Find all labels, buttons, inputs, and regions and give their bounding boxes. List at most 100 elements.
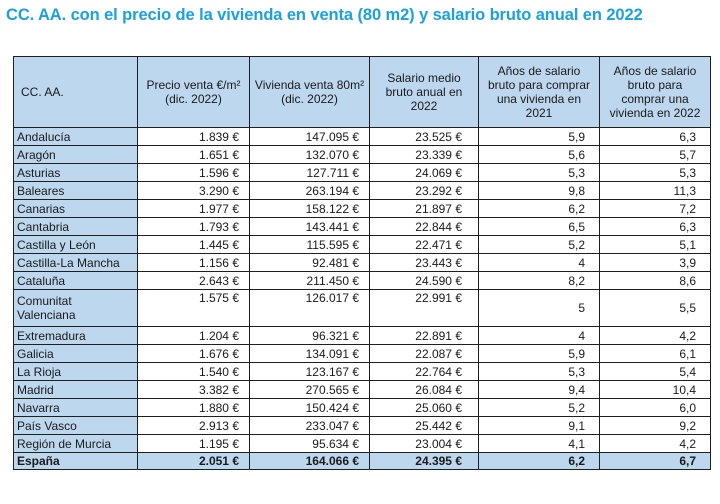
anos-2021-cell: 4 <box>478 326 600 345</box>
vivienda-80m2-cell: 123.167 € <box>249 362 370 381</box>
salario-cell: 24.590 € <box>369 271 479 290</box>
anos-2021-cell: 5,3 <box>478 163 600 182</box>
header-ccaa: CC. AA. <box>13 56 138 128</box>
vivienda-80m2-cell: 132.070 € <box>249 145 370 164</box>
precio-m2-cell: 1.880 € <box>137 398 250 417</box>
housing-table: CC. AA. Precio venta €/m² (dic. 2022) Vi… <box>13 56 711 470</box>
anos-2022-cell: 11,3 <box>599 181 711 200</box>
precio-m2-cell: 1.651 € <box>137 145 250 164</box>
vivienda-80m2-cell: 126.017 € <box>249 289 370 327</box>
region-name: Galicia <box>13 344 138 363</box>
salario-cell: 22.844 € <box>369 217 479 236</box>
region-name: Asturias <box>13 163 138 182</box>
vivienda-80m2-cell: 92.481 € <box>249 253 370 272</box>
anos-2021-cell: 6,2 <box>478 452 600 470</box>
salario-cell: 23.443 € <box>369 253 479 272</box>
region-name: La Rioja <box>13 362 138 381</box>
vivienda-80m2-cell: 158.122 € <box>249 199 370 218</box>
total-row: España 2.051 €164.066 €24.395 €6,2 6,7 <box>13 452 711 470</box>
salario-cell: 22.891 € <box>369 326 479 345</box>
precio-m2-cell: 1.575 € <box>137 289 250 327</box>
anos-2022-cell: 7,2 <box>599 199 711 218</box>
anos-2021-cell: 6,5 <box>478 217 600 236</box>
anos-2021-cell: 5,9 <box>478 127 600 146</box>
table-row: Canarias 1.977 €158.122 €21.897 €6,2 7,2 <box>13 199 711 218</box>
vivienda-80m2-cell: 263.194 € <box>249 181 370 200</box>
salario-cell: 22.087 € <box>369 344 479 363</box>
header-precio-m2: Precio venta €/m² (dic. 2022) <box>137 56 250 128</box>
header-vivienda-80m2: Vivienda venta 80m² (dic. 2022) <box>249 56 370 128</box>
vivienda-80m2-cell: 233.047 € <box>249 416 370 435</box>
salario-cell: 22.471 € <box>369 235 479 254</box>
anos-2021-cell: 5,9 <box>478 344 600 363</box>
table-row: Madrid 3.382 €270.565 €26.084 €9,4 10,4 <box>13 380 711 399</box>
region-name: Comunitat Valenciana <box>13 289 138 327</box>
anos-2022-cell: 5,1 <box>599 235 711 254</box>
table-row: La Rioja 1.540 €123.167 €22.764 €5,3 5,4 <box>13 362 711 381</box>
anos-2021-cell: 4 <box>478 253 600 272</box>
table-row: Región de Murcia 1.195 €95.634 €23.004 €4… <box>13 434 711 453</box>
table-row: Aragón 1.651 €132.070 €23.339 €5,6 5,7 <box>13 145 711 164</box>
region-name: Castilla-La Mancha <box>13 253 138 272</box>
table-row: Cantabria 1.793 €143.441 €22.844 €6,5 6,3 <box>13 217 711 236</box>
anos-2021-cell: 6,2 <box>478 199 600 218</box>
salario-cell: 22.991 € <box>369 289 479 327</box>
precio-m2-cell: 3.382 € <box>137 380 250 399</box>
salario-cell: 23.339 € <box>369 145 479 164</box>
region-name: Cataluña <box>13 271 138 290</box>
anos-2021-cell: 9,4 <box>478 380 600 399</box>
salario-cell: 22.764 € <box>369 362 479 381</box>
header-salario: Salario medio bruto anual en 2022 <box>369 56 479 128</box>
region-name: País Vasco <box>13 416 138 435</box>
anos-2022-cell: 8,6 <box>599 271 711 290</box>
precio-m2-cell: 1.156 € <box>137 253 250 272</box>
anos-2021-cell: 5,6 <box>478 145 600 164</box>
table-row: Baleares 3.290 €263.194 €23.292 €9,8 11,3 <box>13 181 711 200</box>
precio-m2-cell: 1.596 € <box>137 163 250 182</box>
precio-m2-cell: 1.977 € <box>137 199 250 218</box>
salario-cell: 26.084 € <box>369 380 479 399</box>
precio-m2-cell: 1.676 € <box>137 344 250 363</box>
anos-2021-cell: 4,1 <box>478 434 600 453</box>
table-row: Castilla y León 1.445 €115.595 €22.471 €5… <box>13 235 711 254</box>
region-name: Baleares <box>13 181 138 200</box>
region-name: Castilla y León <box>13 235 138 254</box>
region-name: Canarias <box>13 199 138 218</box>
anos-2022-cell: 5,5 <box>599 289 711 327</box>
header-anos-2022: Años de salario bruto para comprar una v… <box>599 56 711 128</box>
region-name: Madrid <box>13 380 138 399</box>
precio-m2-cell: 1.204 € <box>137 326 250 345</box>
header-row: CC. AA. Precio venta €/m² (dic. 2022) Vi… <box>13 56 711 128</box>
anos-2022-cell: 4,2 <box>599 326 711 345</box>
table-row: Extremadura 1.204 €96.321 €22.891 €4 4,2 <box>13 326 711 345</box>
anos-2021-cell: 5,3 <box>478 362 600 381</box>
anos-2022-cell: 6,3 <box>599 217 711 236</box>
vivienda-80m2-cell: 211.450 € <box>249 271 370 290</box>
anos-2022-cell: 4,2 <box>599 434 711 453</box>
vivienda-80m2-cell: 164.066 € <box>249 452 370 470</box>
precio-m2-cell: 1.839 € <box>137 127 250 146</box>
anos-2021-cell: 5,2 <box>478 398 600 417</box>
precio-m2-cell: 2.643 € <box>137 271 250 290</box>
anos-2022-cell: 10,4 <box>599 380 711 399</box>
table-row: Cataluña 2.643 €211.450 €24.590 €8,2 8,6 <box>13 271 711 290</box>
anos-2022-cell: 6,3 <box>599 127 711 146</box>
table-row: Castilla-La Mancha 1.156 €92.481 €23.443 … <box>13 253 711 272</box>
anos-2021-cell: 8,2 <box>478 271 600 290</box>
vivienda-80m2-cell: 134.091 € <box>249 344 370 363</box>
anos-2022-cell: 6,0 <box>599 398 711 417</box>
region-name: España <box>13 452 138 470</box>
table-row: Asturias 1.596 €127.711 €24.069 €5,3 5,3 <box>13 163 711 182</box>
anos-2021-cell: 5,2 <box>478 235 600 254</box>
region-name: Cantabria <box>13 217 138 236</box>
header-anos-2021: Años de salario bruto para comprar una v… <box>478 56 600 128</box>
precio-m2-cell: 3.290 € <box>137 181 250 200</box>
table-row: Andalucía 1.839 €147.095 €23.525 €5,9 6,3 <box>13 127 711 146</box>
anos-2021-cell: 9,1 <box>478 416 600 435</box>
table-row: País Vasco 2.913 €233.047 €25.442 €9,1 9,2 <box>13 416 711 435</box>
anos-2021-cell: 5 <box>478 289 600 327</box>
precio-m2-cell: 1.445 € <box>137 235 250 254</box>
anos-2022-cell: 6,7 <box>599 452 711 470</box>
salario-cell: 25.060 € <box>369 398 479 417</box>
region-name: Navarra <box>13 398 138 417</box>
